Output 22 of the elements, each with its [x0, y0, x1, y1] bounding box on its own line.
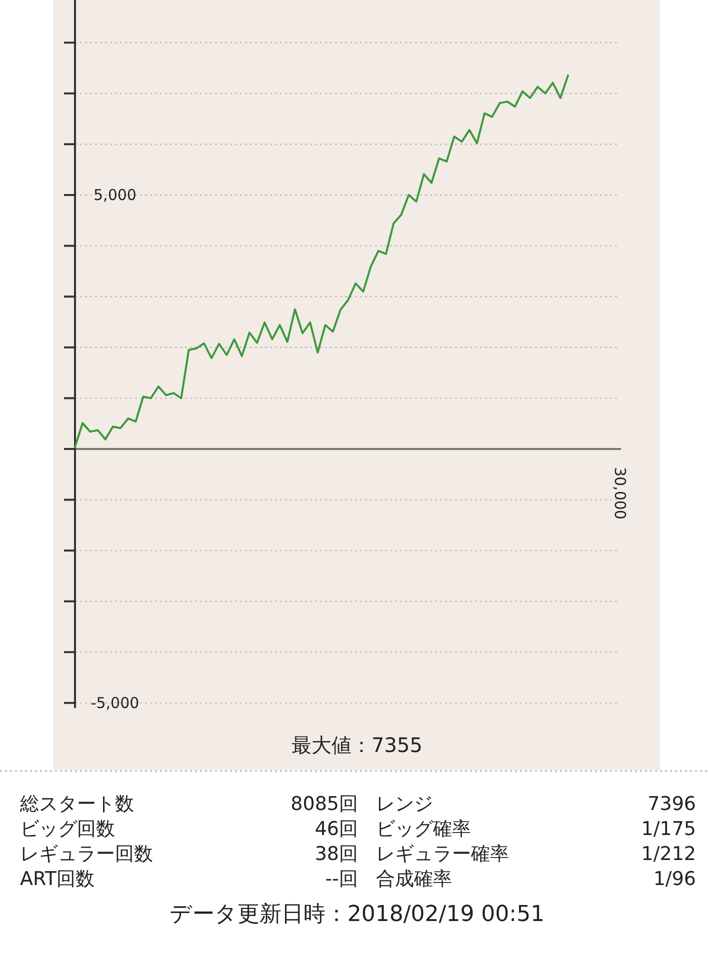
text: 合成確率 — [376, 868, 452, 890]
text: 8085回 — [290, 793, 358, 815]
text: データ更新日時：2018/02/19 00:51 — [169, 902, 545, 927]
text: レギュラー回数 — [20, 843, 153, 865]
text: レンジ — [376, 793, 433, 815]
text: 7396 — [648, 793, 696, 815]
text: 46回 — [314, 818, 358, 840]
text: ビッグ確率 — [376, 818, 471, 840]
y-tick-label: -5,000 — [90, 694, 140, 712]
text: 1/96 — [653, 868, 696, 890]
text: レギュラー確率 — [376, 843, 509, 865]
text: 30,000 — [611, 466, 629, 520]
text: 最大値：7355 — [292, 733, 422, 757]
text: ビッグ回数 — [20, 818, 115, 840]
y-tick-label: 5,000 — [94, 186, 136, 204]
text: --回 — [325, 868, 358, 890]
text: ART回数 — [20, 868, 94, 890]
text: 1/212 — [641, 843, 696, 865]
text: 総スタート数 — [19, 793, 134, 815]
text: 1/175 — [641, 818, 696, 840]
text: 38回 — [314, 843, 358, 865]
line-series — [74, 74, 569, 448]
